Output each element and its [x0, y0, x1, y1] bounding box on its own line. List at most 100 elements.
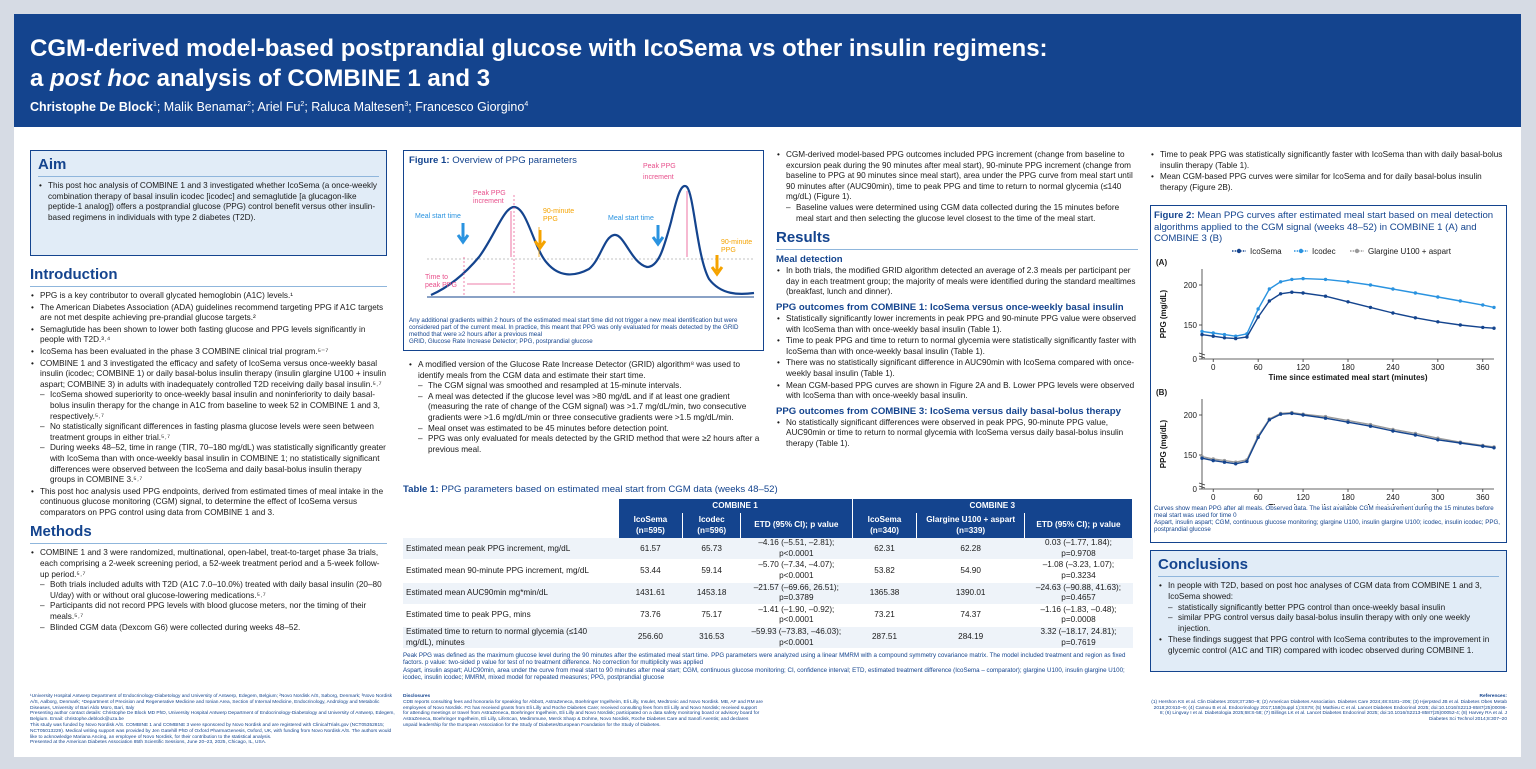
grid-list: A modified version of the Glucose Rate I…: [403, 360, 764, 455]
methods-sub-bullet: Participants did not record PPG levels w…: [40, 601, 387, 622]
table-row: Estimated mean peak PPG increment, mg/dL…: [403, 538, 1133, 561]
column-4: Time to peak PPG was statistically signi…: [1150, 150, 1507, 673]
col-header: IcoSema (n=595): [618, 513, 684, 539]
column-2: Figure 1: Overview of PPG parameters Mea…: [403, 150, 764, 456]
meal-detection-heading: Meal detection: [776, 254, 843, 266]
poster: CGM-derived model-based postprandial glu…: [14, 14, 1521, 757]
table-cell: –21.57 (–69.66, 26.51); p=0.3789: [740, 582, 853, 605]
legend-marker: [1298, 248, 1304, 254]
x-tick-label: 180: [1341, 493, 1355, 502]
legend-marker: [1236, 248, 1242, 254]
meal-start-arrow-1: [456, 222, 470, 245]
data-point: [1481, 444, 1485, 448]
x-tick-label: 360: [1476, 363, 1490, 372]
table-row: Estimated mean 90-minute PPG increment, …: [403, 559, 1133, 583]
x-tick-label: 360: [1476, 493, 1490, 502]
table-1-label: Table 1:: [403, 484, 439, 495]
peak-increment-label: Peak PPG increment: [473, 190, 506, 205]
col4-bullet: Time to peak PPG was statistically signi…: [1150, 150, 1507, 171]
x-axis-title: Time since estimated meal start (minutes…: [1268, 503, 1427, 505]
data-point: [1492, 326, 1496, 330]
table-cell: –5.70 (–7.34, –4.07); p<0.0001: [740, 559, 853, 583]
table-corner: [403, 498, 619, 514]
data-point: [1301, 413, 1305, 417]
table-1-block: Table 1: PPG parameters based on estimat…: [403, 484, 1134, 681]
grid-sub-bullet: PPG was only evaluated for meals detecte…: [418, 434, 764, 455]
data-point: [1200, 456, 1204, 460]
table-cell: 0.03 (–1.77, 1.84); p=0.9708: [1024, 538, 1133, 561]
author-list: Christophe De Block1; Malik Benamar2; Ar…: [30, 100, 529, 114]
data-point: [1233, 336, 1238, 341]
series-line: [1201, 277, 1495, 337]
figure-2: Figure 2: Mean PPG curves after estimate…: [1150, 205, 1507, 544]
baseline-sub-bullet: Baseline values were determined using CG…: [786, 203, 1138, 224]
meal-detection-bullet: In both trials, the modified GRID algori…: [776, 266, 1138, 298]
min90-label-2: 90-minute PPG: [721, 239, 753, 254]
data-point: [1436, 295, 1440, 299]
data-point: [1436, 437, 1440, 442]
combine3-bullet: No statistically significant differences…: [776, 418, 1138, 450]
author-name: Francesco Giorgino: [415, 100, 525, 114]
table-cell: 62.28: [916, 538, 1025, 561]
col4-bullet: Mean CGM-based PPG curves were similar f…: [1150, 172, 1507, 193]
data-point: [1436, 319, 1440, 324]
conclusions-box: Conclusions In people with T2D, based on…: [1150, 550, 1507, 673]
y-tick-label: 200: [1184, 281, 1198, 290]
figure-1-title: Figure 1: Overview of PPG parameters: [409, 155, 758, 167]
intro-sub-bullet: During weeks 48–52, time in range (TIR, …: [40, 443, 387, 485]
y-tick-label: 0: [1193, 485, 1198, 494]
col-header: ETD (95% CI); p value: [740, 513, 853, 539]
intro-bullet: The American Diabetes Association (ADA) …: [30, 303, 387, 324]
min90-arrow-1: [533, 229, 547, 251]
data-point: [1391, 287, 1395, 291]
data-point: [1200, 329, 1204, 333]
data-point: [1233, 334, 1238, 338]
y-axis-title: PPG (mg/dL): [1159, 289, 1168, 338]
data-point: [1245, 335, 1249, 339]
author-name: Raluca Maltesen: [311, 100, 405, 114]
meal-start-arrow-2: [651, 224, 665, 247]
table-1-title: Table 1: PPG parameters based on estimat…: [403, 484, 1133, 496]
data-point: [1413, 315, 1418, 320]
data-point: [1323, 277, 1328, 281]
table-cell: 1390.01: [916, 582, 1025, 605]
data-point: [1481, 325, 1485, 329]
data-point: [1458, 441, 1463, 445]
col-header: Glargine U100 + aspart (n=339): [916, 513, 1025, 539]
figure-2-abbrev: Aspart, insulin aspart; CGM, continuous …: [1154, 519, 1500, 534]
table-1-abbrev: Aspart, insulin aspart; AUC90min, area u…: [403, 666, 1125, 681]
grid-sub-bullet: A meal was detected if the glucose level…: [418, 392, 764, 424]
row-label: Estimated mean peak PPG increment, mg/dL: [403, 538, 618, 561]
data-point: [1458, 299, 1463, 303]
table-cell: –1.08 (–3.23, 1.07); p=0.3234: [1024, 559, 1133, 583]
x-tick-label: 0: [1211, 493, 1216, 502]
author-affiliation: 3: [404, 100, 409, 108]
row-label: Estimated mean AUC90min mg*min/dL: [403, 582, 618, 605]
data-point: [1222, 335, 1227, 340]
table-cell: 53.44: [618, 559, 683, 583]
data-point: [1368, 283, 1373, 287]
figure-2-title: Figure 2: Mean PPG curves after estimate…: [1154, 210, 1503, 245]
data-point: [1290, 411, 1294, 415]
methods-bullet-text: COMBINE 1 and 3 were randomized, multina…: [40, 548, 380, 579]
affiliations-text: ¹University Hospital Antwerp Department …: [30, 694, 393, 711]
figure-1-subtitle: Overview of PPG parameters: [452, 155, 577, 166]
data-point: [1200, 332, 1204, 337]
col4-list: Time to peak PPG was statistically signi…: [1150, 150, 1507, 193]
title-line-1: CGM-derived model-based postprandial glu…: [30, 35, 1048, 62]
y-axis-title: PPG (mg/dL): [1159, 419, 1168, 468]
conclusion-bullet: In people with T2D, based on post hoc an…: [1158, 581, 1499, 634]
combine3-heading: PPG outcomes from COMBINE 3: IcoSema ver…: [776, 405, 1121, 417]
references-text: (1) Hershon KS et al. Clin Diabetes 2019…: [1151, 699, 1507, 723]
footer-affiliations: ¹University Hospital Antwerp Department …: [30, 694, 395, 746]
axis-break: [1198, 352, 1206, 359]
x-tick-label: 120: [1296, 363, 1310, 372]
aim-heading: Aim: [38, 156, 67, 173]
table-cell: 53.82: [852, 559, 917, 583]
table-cell: 59.14: [682, 559, 741, 583]
table-cell: 256.60: [618, 626, 683, 650]
x-tick-label: 60: [1254, 363, 1263, 372]
table-cell: 74.37: [916, 604, 1025, 628]
col-header: ETD (95% CI); p value: [1024, 513, 1134, 539]
data-point: [1278, 291, 1283, 296]
